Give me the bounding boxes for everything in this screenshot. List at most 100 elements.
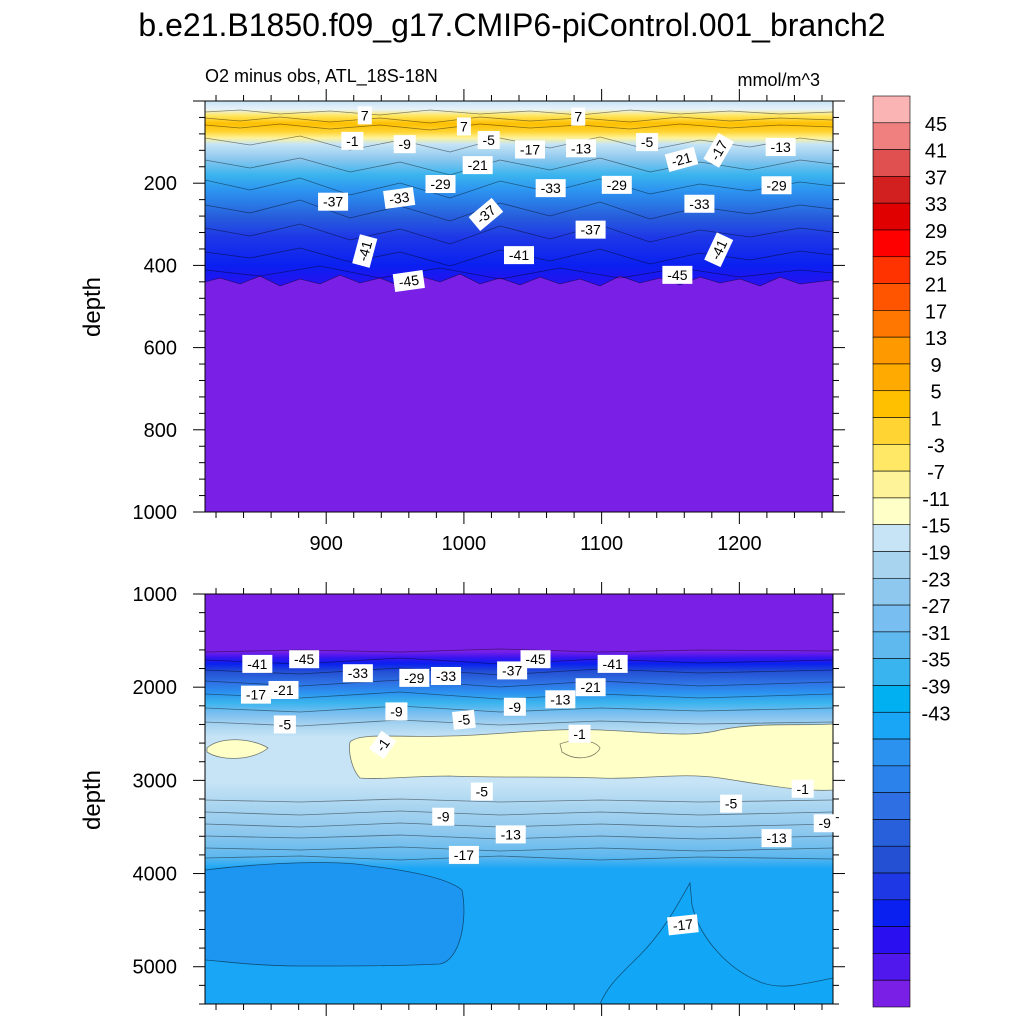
contour-label: -41 <box>704 232 734 268</box>
colorbar-box <box>872 738 911 767</box>
y-tick-label: 3000 <box>133 770 178 792</box>
contour-label: -33 <box>431 667 462 685</box>
colorbar-label: 21 <box>925 275 947 297</box>
colorbar-label: 33 <box>925 194 947 216</box>
contour-label-text: -41 <box>707 237 730 262</box>
contour-label-text: -29 <box>404 670 424 686</box>
contour-label-text: -13 <box>501 826 521 842</box>
colorbar-label: 5 <box>930 382 941 404</box>
contour-label-text: -33 <box>436 668 456 684</box>
contour-label-text: -5 <box>457 711 471 728</box>
x-tick-label: 1200 <box>717 533 762 555</box>
contour-label-text: -1 <box>573 726 586 742</box>
contour-label-text: 7 <box>361 107 369 123</box>
colorbar: 45 41 37 33 29 25 21 17 13 9 5 1 -3 -7 -11 -15 -19 -23 -27… <box>872 95 951 1008</box>
contour-label: -17 <box>515 140 546 159</box>
contour-label-text: -13 <box>771 139 791 155</box>
colorbar-box <box>872 363 911 392</box>
contour-label: -13 <box>545 690 576 709</box>
contour-label: -45 <box>662 265 693 284</box>
contour-label-text: -33 <box>541 180 561 196</box>
contour-label-text: -45 <box>525 651 545 667</box>
contour-label: -5 <box>273 715 296 734</box>
colorbar-box <box>872 470 911 499</box>
contour-label: -17 <box>667 914 699 936</box>
lower-positive-patch-left <box>206 739 269 759</box>
contour-label: -17 <box>240 685 271 704</box>
contour-label: -41 <box>597 654 628 673</box>
colorbar-label: -15 <box>922 516 951 538</box>
contour-label: -1 <box>568 724 591 743</box>
colorbar-label: -23 <box>922 569 951 591</box>
colorbar-label: 1 <box>930 409 941 431</box>
colorbar-box <box>872 283 911 311</box>
contour-label-text: -33 <box>689 196 709 212</box>
colorbar-box <box>872 577 911 606</box>
contour-label: -9 <box>813 814 836 833</box>
contour-label: -29 <box>761 176 792 195</box>
x-tick-label: 1100 <box>580 533 623 555</box>
contour-label: -37 <box>318 192 349 211</box>
contour-label-text: -13 <box>766 830 786 846</box>
contour-label-text: -5 <box>725 796 738 812</box>
lower-deep-left <box>205 862 465 967</box>
y-tick-label: 4000 <box>133 864 178 886</box>
colorbar-box <box>872 497 911 526</box>
colorbar-label: 25 <box>925 248 947 270</box>
colorbar-box <box>872 872 911 901</box>
contour-label-text: -13 <box>571 140 591 156</box>
colorbar-label: 17 <box>925 301 947 323</box>
colorbar-box <box>872 658 911 686</box>
y-tick-label: 200 <box>144 173 177 195</box>
contour-label-text: -9 <box>509 699 522 715</box>
contour-label: -33 <box>684 194 715 213</box>
colorbar-label: -39 <box>922 676 951 698</box>
colorbar-box <box>872 926 911 954</box>
contour-label-text: -37 <box>323 194 343 210</box>
contour-label: -13 <box>565 139 596 158</box>
colorbar-label: -19 <box>922 543 951 565</box>
contour-label: 7 <box>456 117 471 136</box>
contour-label: -41 <box>242 654 273 673</box>
contour-label: -13 <box>495 825 526 844</box>
lower-ylabel: depth <box>79 770 106 830</box>
colorbar-box <box>872 310 911 338</box>
contour-label: -17 <box>448 845 479 864</box>
colorbar-label: 9 <box>930 355 941 377</box>
contour-label-text: -9 <box>819 815 832 831</box>
x-tick-label: 900 <box>310 533 343 555</box>
lower-deep-right <box>599 881 833 1004</box>
contour-label: -9 <box>503 697 526 716</box>
contour-label-text: -5 <box>641 134 654 150</box>
colorbar-box <box>872 551 911 579</box>
figure-title: b.e21.B1850.f09_g17.CMIP6-piControl.001_… <box>138 7 885 43</box>
contour-label: -29 <box>399 668 430 687</box>
contour-label-text: -21 <box>670 149 694 170</box>
contour-label-text: -5 <box>279 716 292 732</box>
colorbar-box <box>872 792 911 820</box>
colorbar-box <box>872 899 911 927</box>
y-tick-label: 800 <box>144 420 177 442</box>
contour-label: -9 <box>393 135 416 154</box>
colorbar-box <box>872 604 911 633</box>
colorbar-box <box>872 417 911 445</box>
colorbar-label: 41 <box>925 141 947 163</box>
colorbar-label: -35 <box>922 650 951 672</box>
upper-panel: O2 minus obs, ATL_18S-18N mmol/m^3 900 10… <box>79 66 845 555</box>
contour-label: -21 <box>462 156 493 175</box>
colorbar-label: -27 <box>922 596 951 618</box>
contour-label: -1 <box>368 730 397 760</box>
contour-label-text: -29 <box>607 177 627 193</box>
y-tick-label: 600 <box>144 338 177 360</box>
colorbar-label: 45 <box>925 114 947 136</box>
colorbar-box <box>872 685 911 713</box>
colorbar-box <box>872 953 911 981</box>
contour-label-text: -9 <box>437 809 450 825</box>
colorbar-box <box>872 524 911 552</box>
contour-label: -37 <box>497 661 528 680</box>
colorbar-box <box>872 631 911 659</box>
contour-label-text: -13 <box>550 691 570 707</box>
contour-label-text: -33 <box>348 665 368 681</box>
colorbar-box <box>872 979 911 1008</box>
